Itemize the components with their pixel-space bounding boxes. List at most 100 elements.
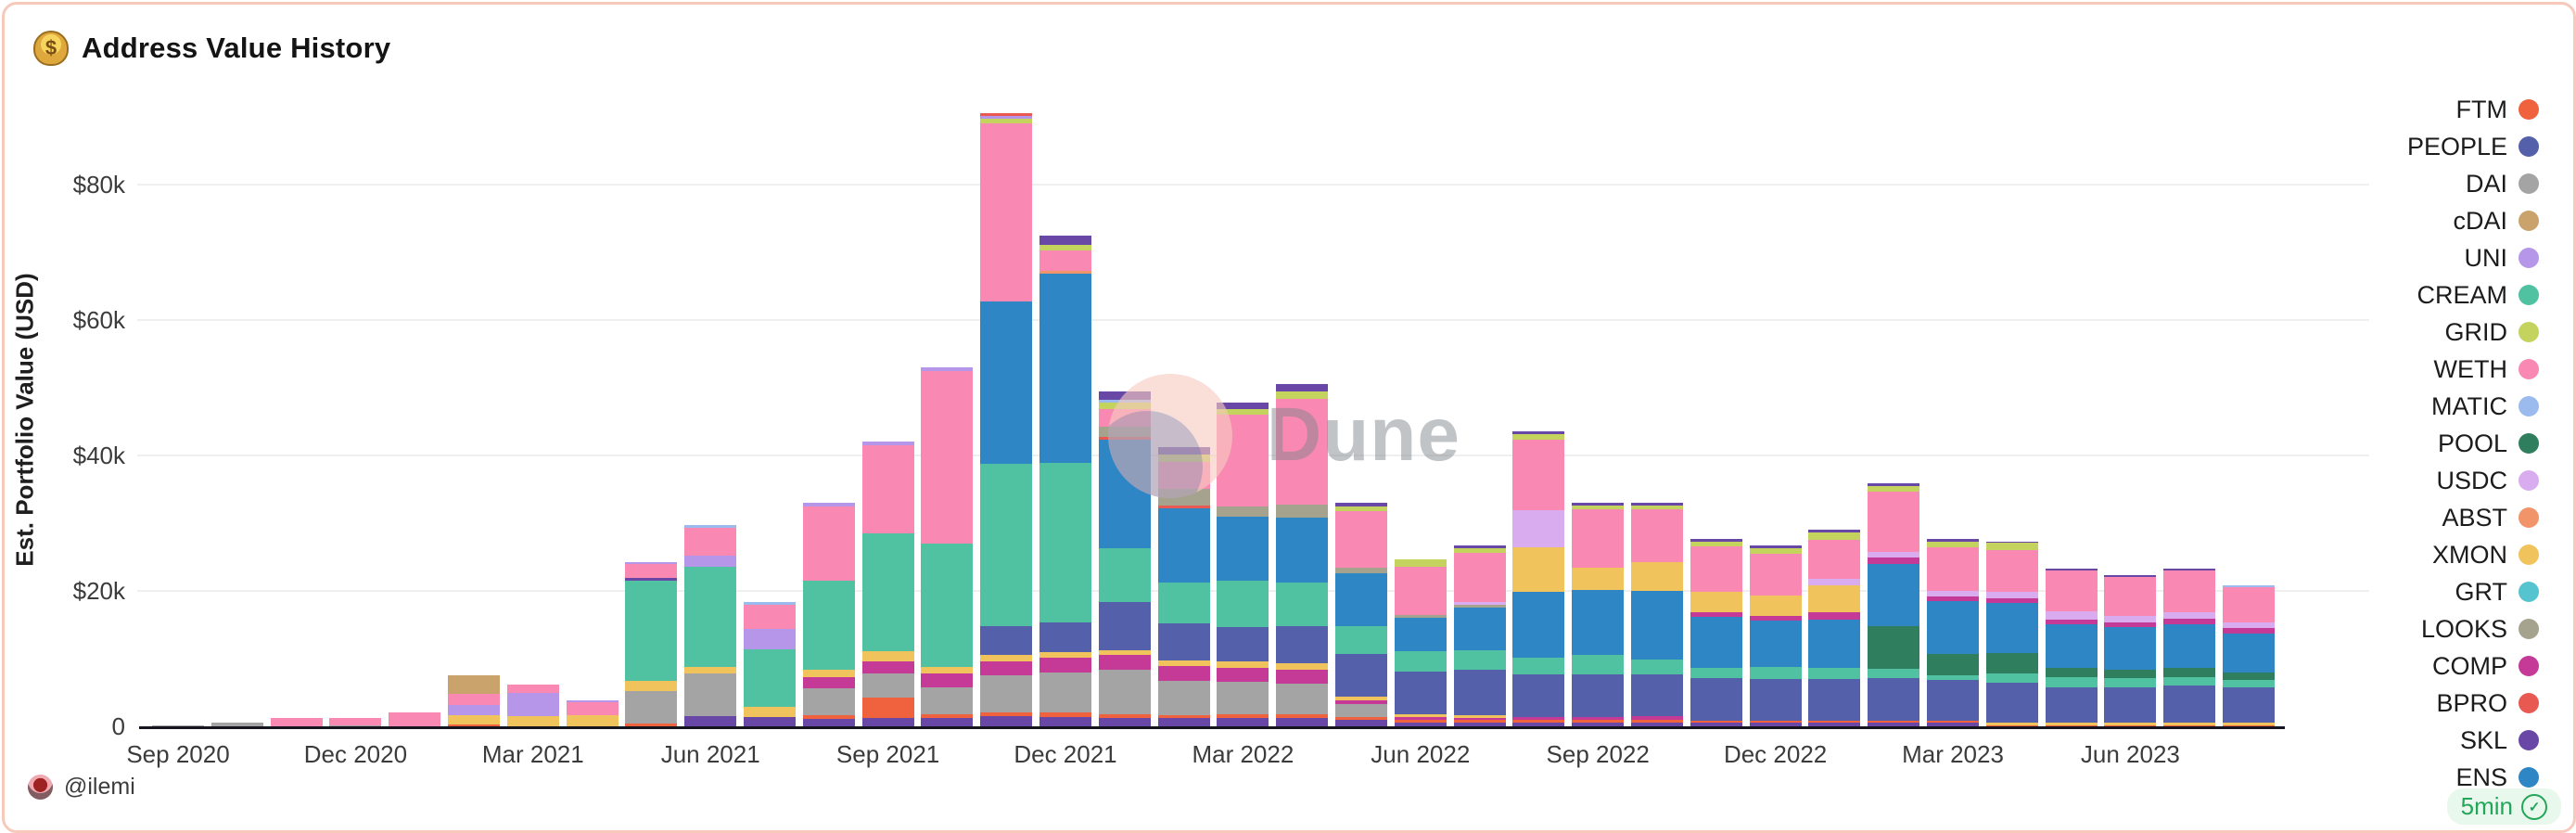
segment-COMP[interactable] [1157, 666, 1210, 682]
segment-DAI[interactable] [802, 688, 855, 716]
segment-FTM[interactable] [1749, 721, 1802, 724]
segment-SKL[interactable] [1453, 545, 1506, 549]
segment-WETH[interactable] [1927, 546, 1979, 592]
segment-DAI[interactable] [1276, 684, 1329, 714]
segment-FTM[interactable] [861, 698, 914, 719]
segment-CREAM[interactable] [2223, 679, 2275, 688]
segment-GRID[interactable] [1690, 541, 1742, 546]
segment-GRID[interactable] [1868, 485, 1920, 492]
segment-COMP[interactable] [802, 677, 855, 689]
legend-item-COMP[interactable]: COMP [2432, 647, 2539, 685]
segment-USDC[interactable] [2163, 611, 2216, 619]
bar-Jun-2021[interactable] [684, 524, 737, 726]
segment-PEOPLE[interactable] [1631, 673, 1683, 717]
bar-Oct-2020[interactable] [210, 723, 263, 726]
segment-ENS[interactable] [2045, 623, 2098, 669]
bar-Feb-2022[interactable] [1157, 447, 1210, 726]
segment-COMP[interactable] [980, 660, 1033, 675]
segment-WETH[interactable] [684, 528, 737, 557]
segment-UNI[interactable] [980, 116, 1033, 120]
segment-WETH[interactable] [506, 684, 559, 693]
segment-COMP[interactable] [1217, 668, 1269, 682]
bar-Mar-2023[interactable] [1927, 538, 1979, 726]
segment-USDC[interactable] [1512, 510, 1565, 547]
segment-COMP[interactable] [1572, 716, 1625, 721]
segment-WETH[interactable] [1868, 491, 1920, 552]
segment-CREAM[interactable] [1453, 650, 1506, 671]
segment-SKL[interactable] [1572, 503, 1625, 506]
segment-POOL[interactable] [2104, 670, 2157, 679]
segment-ENS[interactable] [1394, 618, 1447, 651]
segment-XMON[interactable] [2104, 723, 2157, 725]
segment-GRID[interactable] [1631, 506, 1683, 510]
segment-XMON[interactable] [1572, 568, 1625, 591]
segment-COMP[interactable] [2104, 622, 2157, 628]
segment-FTM[interactable] [1453, 720, 1506, 723]
segment-WETH[interactable] [389, 711, 441, 726]
bar-Dec-2021[interactable] [1039, 235, 1091, 726]
segment-USDC[interactable] [2045, 610, 2098, 620]
segment-CREAM[interactable] [2104, 678, 2157, 687]
segment-PEOPLE[interactable] [2045, 686, 2098, 724]
segment-PEOPLE[interactable] [2104, 686, 2157, 724]
segment-COMP[interactable] [1868, 557, 1920, 564]
segment-FTM[interactable] [1394, 720, 1447, 723]
segment-XMON[interactable] [1808, 585, 1861, 613]
segment-CREAM[interactable] [1631, 659, 1683, 674]
segment-WETH[interactable] [2045, 570, 2098, 611]
segment-PEOPLE[interactable] [1039, 622, 1091, 653]
segment-COMP[interactable] [1985, 598, 2038, 604]
segment-SKL[interactable] [625, 578, 678, 582]
bar-Jul-2021[interactable] [744, 601, 796, 726]
segment-USDC[interactable] [1927, 591, 1979, 596]
segment-BPRO[interactable] [980, 112, 1033, 117]
segment-GRID[interactable] [1335, 506, 1387, 511]
bar-Aug-2022[interactable] [1512, 430, 1565, 726]
segment-SKL[interactable] [1157, 718, 1210, 726]
segment-POOL[interactable] [1868, 625, 1920, 669]
segment-UNI[interactable] [921, 367, 974, 371]
segment-CREAM[interactable] [861, 533, 914, 652]
bar-Sep-2020[interactable] [152, 724, 204, 726]
legend-item-ABST[interactable]: ABST [2442, 499, 2539, 536]
legend-item-BPRO[interactable]: BPRO [2436, 685, 2539, 722]
segment-XMON[interactable] [1335, 696, 1387, 700]
segment-ENS[interactable] [1276, 518, 1329, 583]
segment-XMON[interactable] [2045, 723, 2098, 725]
segment-FTM[interactable] [1276, 713, 1329, 718]
segment-SKL[interactable] [1749, 723, 1802, 726]
segment-SKL[interactable] [2163, 568, 2216, 571]
segment-GRID[interactable] [1808, 532, 1861, 540]
segment-CREAM[interactable] [1039, 463, 1091, 622]
segment-SKL[interactable] [1217, 403, 1269, 410]
segment-SKL[interactable] [1039, 235, 1091, 246]
segment-WETH[interactable] [2223, 587, 2275, 622]
legend-item-PEOPLE[interactable]: PEOPLE [2407, 128, 2539, 165]
segment-XMON[interactable] [1749, 596, 1802, 617]
segment-XMON[interactable] [980, 654, 1033, 661]
segment-LOOKS[interactable] [1217, 506, 1269, 517]
segment-LOOKS[interactable] [1453, 605, 1506, 609]
segment-FTM[interactable] [2223, 724, 2275, 726]
segment-SKL[interactable] [744, 716, 796, 726]
segment-SKL[interactable] [1808, 723, 1861, 726]
segment-FTM[interactable] [802, 715, 855, 719]
segment-USDC[interactable] [1985, 591, 2038, 599]
segment-POOL[interactable] [2223, 673, 2275, 680]
author-row[interactable]: @ilemi [28, 774, 135, 801]
bar-Nov-2020[interactable] [270, 718, 323, 726]
segment-SKL[interactable] [2045, 568, 2098, 571]
bar-Jul-2023[interactable] [2163, 568, 2216, 726]
segment-PEOPLE[interactable] [1276, 625, 1329, 664]
segment-ENS[interactable] [1157, 507, 1210, 583]
segment-SKL[interactable] [1808, 530, 1861, 533]
segment-FTM[interactable] [1157, 714, 1210, 719]
segment-SKL[interactable] [1512, 722, 1565, 726]
bar-Apr-2023[interactable] [1985, 541, 2038, 726]
legend-item-GRT[interactable]: GRT [2455, 573, 2539, 610]
segment-GRID[interactable] [1276, 391, 1329, 400]
segment-SKL[interactable] [1690, 538, 1742, 542]
segment-PEOPLE[interactable] [980, 625, 1033, 655]
segment-COMP[interactable] [1631, 716, 1683, 721]
segment-PEOPLE[interactable] [1690, 678, 1742, 722]
